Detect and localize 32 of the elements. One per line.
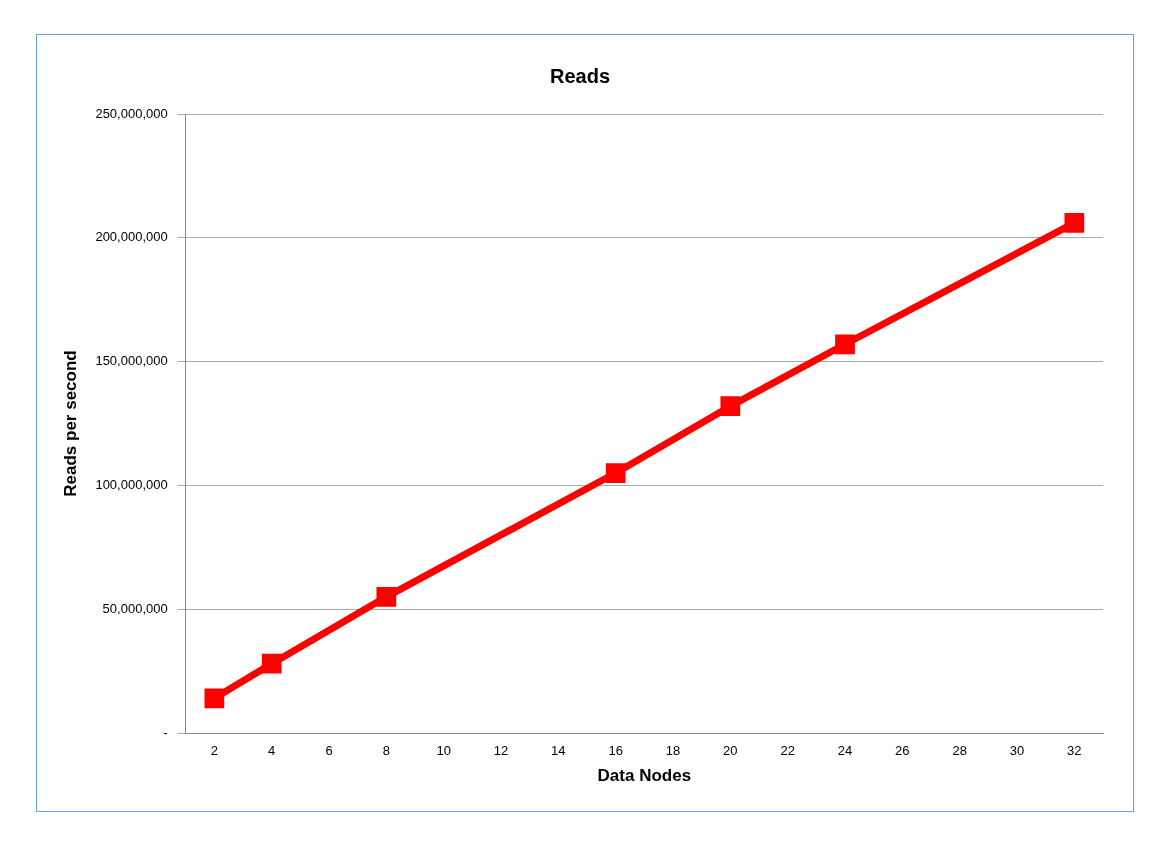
x-tick-label: 16 [608, 743, 623, 759]
x-tick-label: 14 [551, 743, 566, 759]
x-tick-label: 2 [210, 743, 218, 759]
point [605, 463, 626, 483]
y-tick-label: 50,000,000 [102, 600, 168, 616]
x-tick-label: 8 [382, 743, 390, 759]
x-tick-label: 32 [1067, 743, 1082, 759]
x-tick-label: 12 [493, 743, 509, 759]
x-tick-label: 28 [952, 743, 967, 759]
x-tick-label: 26 [895, 743, 910, 759]
point [720, 396, 741, 417]
chart-title: Reads [549, 64, 611, 87]
x-tick-label: 4 [268, 743, 276, 759]
point [376, 586, 397, 607]
point [204, 688, 225, 709]
y-tick-label: 150,000,000 [95, 353, 168, 369]
x-tick-label: 22 [780, 743, 795, 759]
x-tick-label: 10 [436, 743, 451, 759]
x-tick-label: 20 [723, 743, 738, 759]
y-tick-label: 100,000,000 [95, 476, 168, 492]
x-tick-label: 24 [837, 743, 853, 759]
x-tick-label: 30 [1009, 743, 1025, 759]
y-tick-label: 250,000,000 [95, 105, 168, 121]
y-tick-label: - [163, 724, 168, 740]
point [1064, 213, 1085, 233]
y-axis-title: Reads per second [60, 350, 80, 497]
point [835, 334, 855, 355]
y-tick-label: 200,000,000 [95, 229, 168, 245]
x-axis-title: Data Nodes [597, 766, 692, 786]
x-tick-label: 18 [665, 743, 681, 759]
x-tick-label: 6 [325, 743, 333, 759]
point [261, 653, 282, 674]
